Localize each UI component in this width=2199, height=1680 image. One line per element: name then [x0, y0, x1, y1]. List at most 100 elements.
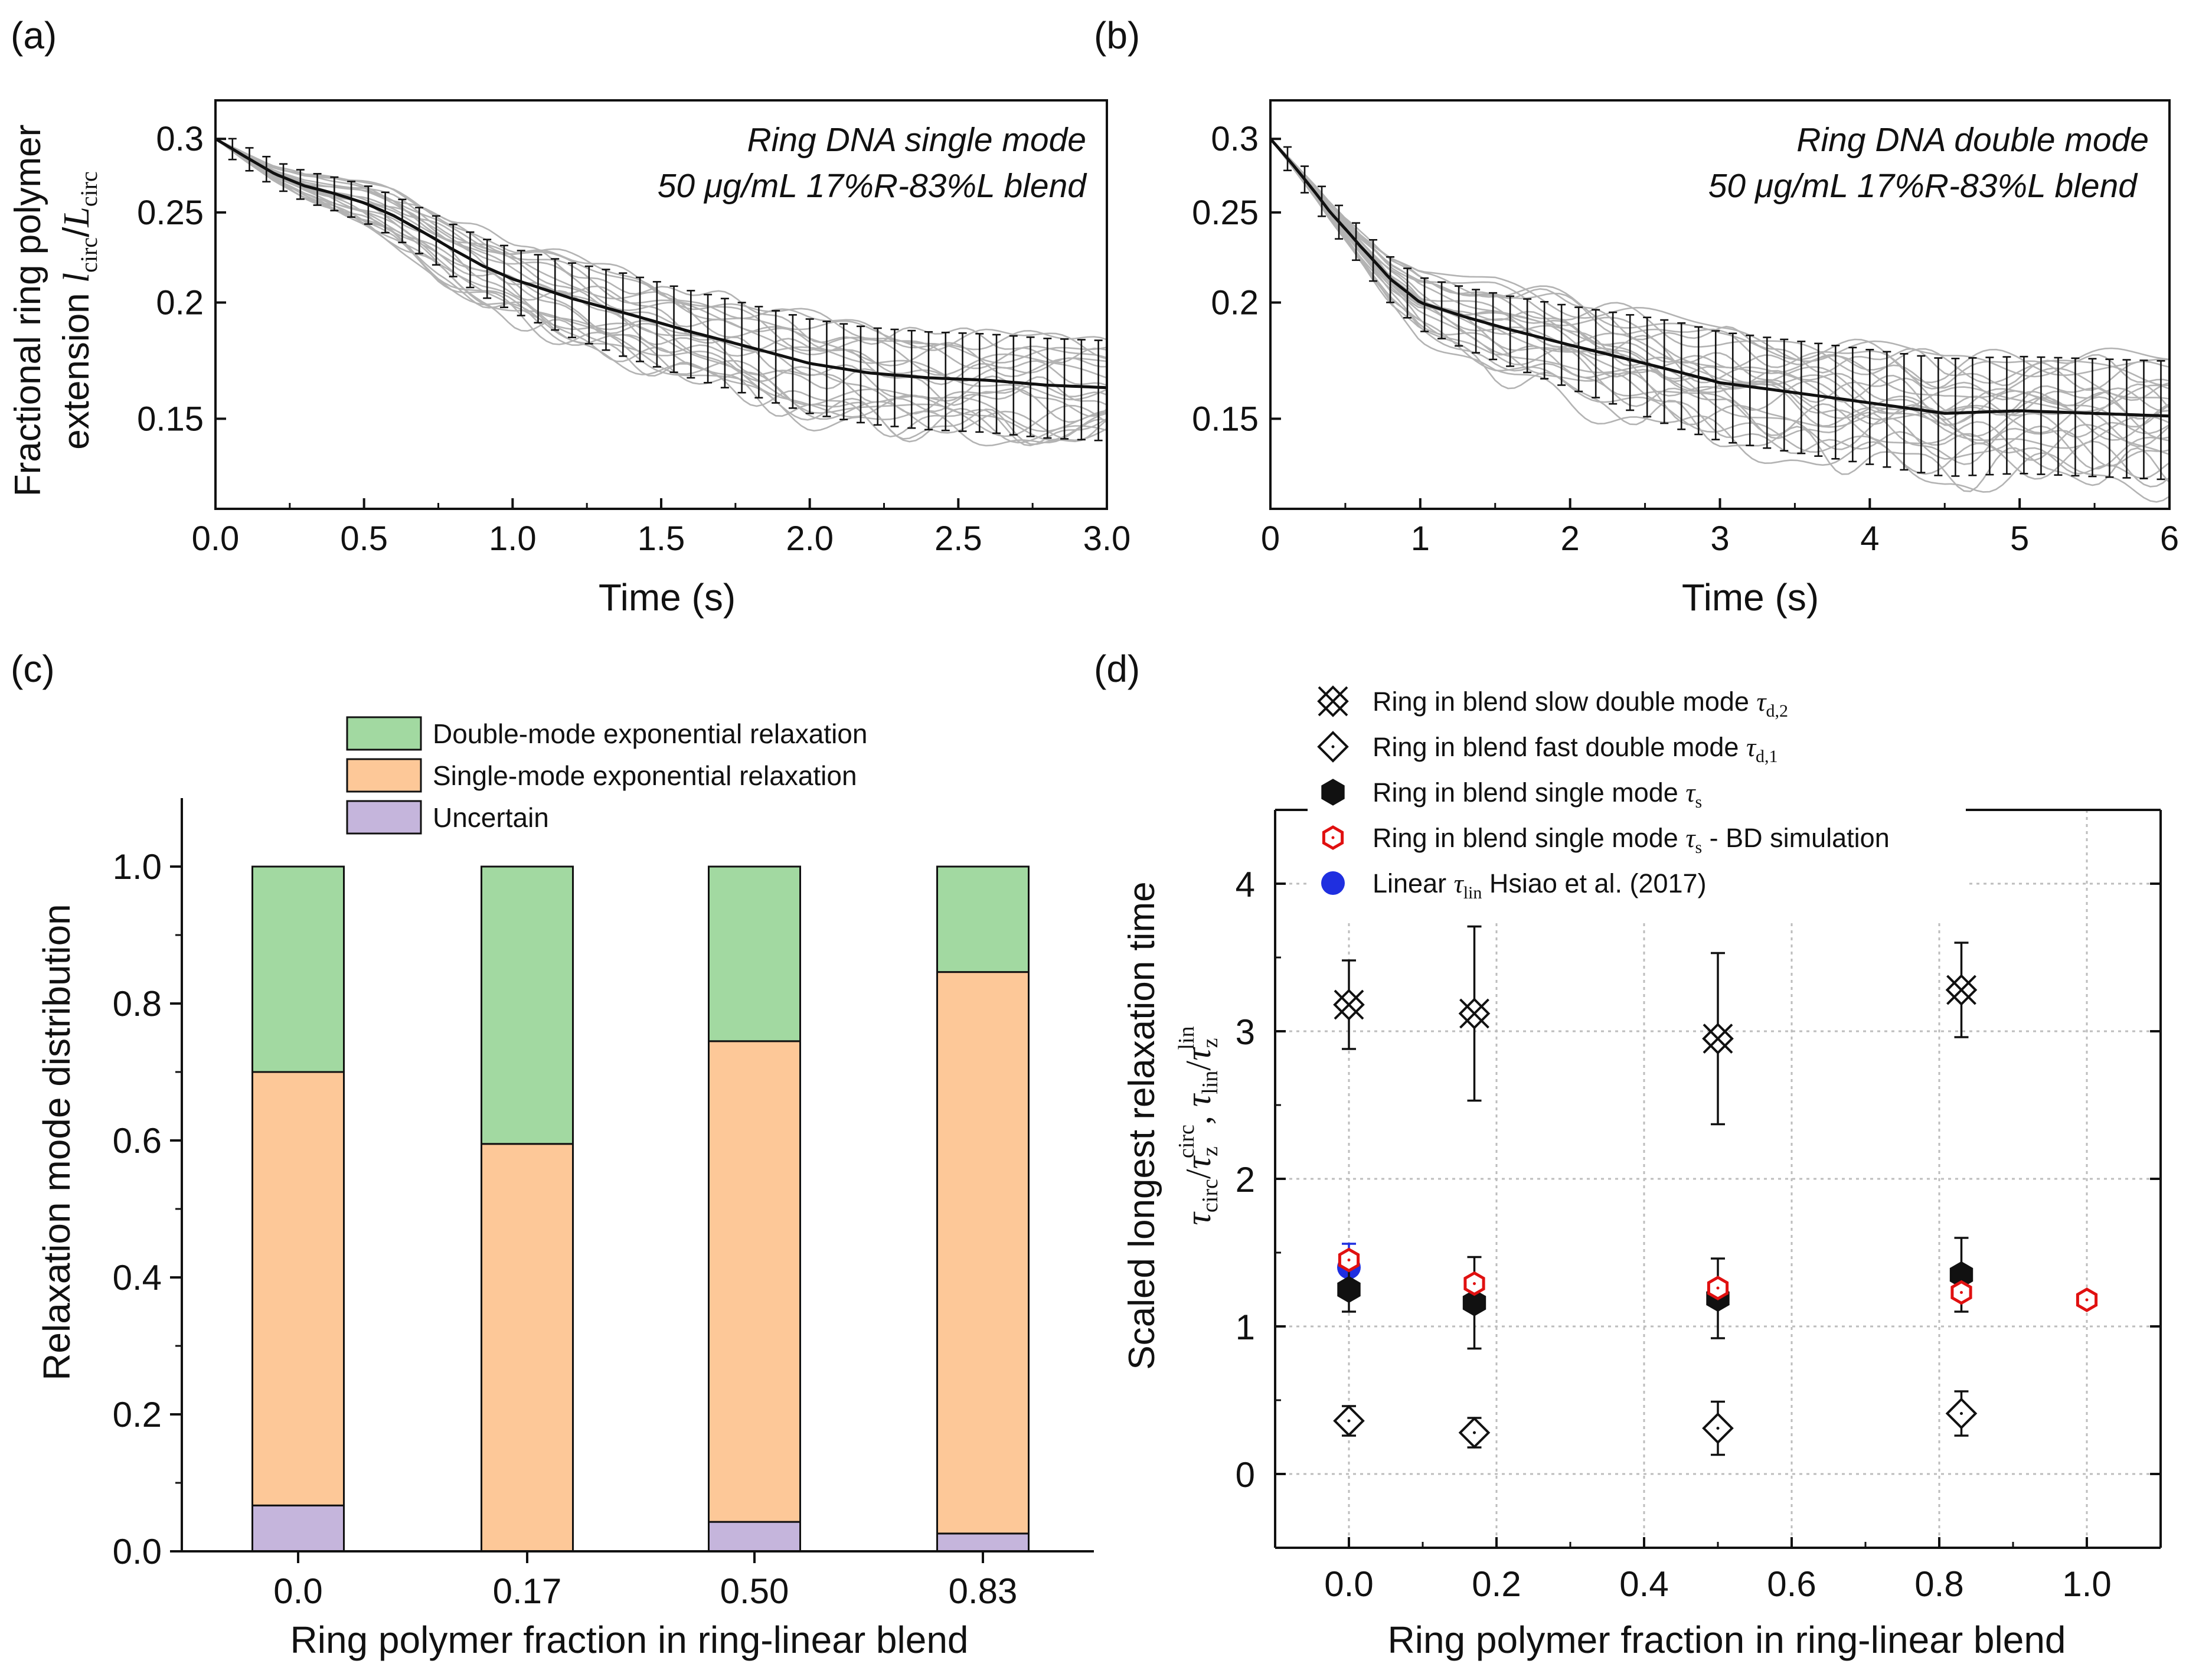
panel-b-mean-curve: [1269, 138, 2170, 418]
panel-a-x-axis-label: Time (s): [599, 576, 736, 619]
panel-a-annotation-line2: 50 μg/mL 17%R-83%L blend: [658, 167, 1088, 205]
panel-c-legend-label: Double-mode exponential relaxation: [433, 718, 867, 749]
panel-b-trace-line: [1270, 138, 2170, 440]
panel-d-legend-label: Ring in blend fast double mode τd,1: [1373, 732, 1778, 766]
panel-c-stacked-bar-chart: 0.0 0.2 0.4 0.6 0.8 1.0 0.0 0.17 0.50 0.83 Double…: [35, 716, 1094, 1661]
panel-d-legend-marker-dot: [1331, 836, 1335, 839]
panel-d-legend-label: Ring in blend single mode τs - BD simula…: [1373, 823, 1890, 857]
panel-b-trace-line: [1270, 138, 2170, 387]
panel-b-trace-line: [1270, 138, 2170, 391]
panel-b-x-tick-label: 6: [2160, 519, 2179, 558]
panel-b-trace-line: [1270, 138, 2170, 438]
panel-a-trace-line: [215, 138, 1107, 386]
panel-d-x-tick-label: 0.6: [1767, 1564, 1816, 1604]
panel-c-y-tick-label: 0.0: [113, 1532, 162, 1571]
panel-b-x-axis-label: Time (s): [1682, 576, 1819, 619]
panel-d-marker-dot: [1473, 1431, 1476, 1434]
panel-d-marker-cross: [1703, 1024, 1733, 1054]
panel-d-axes: 0.0 0.2 0.4 0.6 0.8 1.0 0 1 2 3 4: [1236, 809, 2162, 1604]
panel-a-trace-line: [215, 138, 1107, 378]
panel-a-mean-curve: [214, 138, 1107, 390]
panel-b-x-tick-label: 0: [1261, 519, 1280, 558]
panel-a-error-bars: [228, 138, 1103, 442]
panel-a-y-tick-label: 0.3: [156, 120, 204, 158]
panel-d-marker-dot: [1960, 1291, 1963, 1294]
panel-c-x-tick-label: 0.0: [273, 1571, 322, 1611]
panel-b-axes: 0 1 2 3 4 5 6 0.15 0.2 0.25 0.3: [1192, 120, 2179, 558]
panel-a-x-tick-label: 0.0: [192, 519, 240, 558]
panel-c-axes: 0.0 0.2 0.4 0.6 0.8 1.0 0.0 0.17 0.50 0.83: [113, 798, 1094, 1611]
panel-d-marker-dot: [1716, 1286, 1720, 1290]
panel-d-marker-cross: [1946, 975, 1976, 1005]
panel-c-y-tick-label: 0.6: [113, 1121, 162, 1161]
panel-b-annotation-line2: 50 μg/mL 17%R-83%L blend: [1708, 167, 2139, 205]
panel-b-y-tick-label: 0.25: [1192, 194, 1259, 232]
panel-d-data-points: [1333, 925, 2098, 1456]
panel-c-legend-swatch: [346, 716, 422, 751]
panel-c-legend: Double-mode exponential relaxation Single…: [346, 716, 867, 835]
panel-b-y-tick-label: 0.2: [1211, 284, 1259, 322]
panel-d-legend-label: Linear τlin Hsiao et al. (2017): [1373, 868, 1707, 903]
panel-c-bar-segment: [936, 1532, 1030, 1552]
panel-c-legend-swatch: [346, 800, 422, 835]
panel-b-x-tick-label: 3: [1710, 519, 1729, 558]
panel-d-y-tick-label: 2: [1236, 1160, 1255, 1199]
panel-c-bar-segment: [481, 1143, 574, 1552]
panel-b-trace-line: [1269, 138, 2170, 503]
panel-d-legend-background: [1308, 673, 1966, 921]
panel-label-d: (d): [1094, 648, 1140, 690]
panel-b-y-tick-label: 0.3: [1211, 120, 1259, 158]
panel-a-annotation-line1: Ring DNA single mode: [747, 121, 1086, 159]
panel-a-x-tick-label: 0.5: [340, 519, 388, 558]
panel-c-y-tick-label: 0.4: [113, 1258, 162, 1297]
panel-b-x-tick-label: 1: [1411, 519, 1430, 558]
panel-label-b: (b): [1094, 14, 1140, 57]
panel-c-x-tick-label: 0.17: [493, 1571, 562, 1611]
panel-d-y-tick-label: 4: [1236, 865, 1255, 904]
panel-d-legend-marker-cross: [1318, 686, 1348, 717]
panel-c-bars: [251, 865, 1030, 1552]
panel-label-a: (a): [11, 14, 57, 57]
panel-a-y-tick-label: 0.25: [137, 194, 204, 232]
panel-c-bar-segment: [251, 1504, 345, 1552]
panel-a-y-label-line1: Fractional ring polymer: [8, 125, 48, 497]
panel-a-trace-line: [215, 138, 1107, 445]
panel-a-y-tick-label: 0.15: [137, 400, 204, 438]
panel-d-marker-cross: [1334, 989, 1364, 1020]
panel-c-bar-segment: [936, 971, 1030, 1535]
panel-a-line-chart: 0.0 0.5 1.0 1.5 2.0 2.5 3.0 0.15 0.2 0.25 0.3 Ring…: [8, 99, 1130, 619]
panel-d-x-tick-label: 0.8: [1914, 1564, 1963, 1604]
panel-d-y-tick-label: 3: [1236, 1012, 1255, 1052]
panel-d-marker-dot: [1716, 1427, 1720, 1430]
panel-d-marker-dot: [1347, 1259, 1351, 1261]
panel-a-y-axis-label: Fractional ring polymer extension lcirc/…: [8, 125, 102, 497]
panel-b-annotation-line1: Ring DNA double mode: [1796, 121, 2149, 159]
panel-d-y-axis-math: τcirc/τzcirc, τlin/τzlin: [1174, 1026, 1223, 1225]
panel-c-bar-segment: [481, 865, 574, 1145]
panel-a-plot-frame: [214, 99, 1108, 510]
panel-b-trace-line: [1269, 138, 2170, 467]
panel-a-trace-line: [215, 138, 1107, 370]
panel-d-gridlines: [1275, 810, 2161, 1548]
panel-a-trace-line: [215, 138, 1107, 383]
panel-b-trace-line: [1270, 138, 2170, 448]
panel-d-marker: [1462, 1289, 1486, 1316]
panel-d-y-label-formula: τcirc/τzcirc, τlin/τzlin: [1174, 1026, 1223, 1225]
panel-b-trace-line: [1270, 138, 2170, 420]
panel-c-x-tick-label: 0.50: [720, 1571, 789, 1611]
panel-d-legend-marker: [1321, 779, 1345, 806]
panel-a-trace-line: [215, 138, 1107, 447]
panel-b-line-chart: 0 1 2 3 4 5 6 0.15 0.2 0.25 0.3 Ring DNA double mo…: [1192, 99, 2179, 619]
panel-d-y-tick-label: 0: [1236, 1455, 1255, 1495]
panel-d-legend-label: Ring in blend single mode τs: [1373, 777, 1702, 812]
panel-b-error-bars: [1283, 146, 2165, 481]
panel-c-bar-segment: [251, 1071, 345, 1506]
panel-c-x-tick-label: 0.83: [949, 1571, 1018, 1611]
panel-d-marker-dot: [1347, 1419, 1351, 1423]
panel-c-bar-segment: [708, 1040, 801, 1523]
panel-b-trace-line: [1270, 138, 2170, 400]
panel-d-x-tick-label: 0.4: [1619, 1564, 1668, 1604]
panel-a-trace-line: [215, 138, 1107, 351]
panel-c-bar-segment: [936, 865, 1030, 973]
panel-a-axes: 0.0 0.5 1.0 1.5 2.0 2.5 3.0 0.15 0.2 0.25 0.3: [137, 120, 1130, 558]
